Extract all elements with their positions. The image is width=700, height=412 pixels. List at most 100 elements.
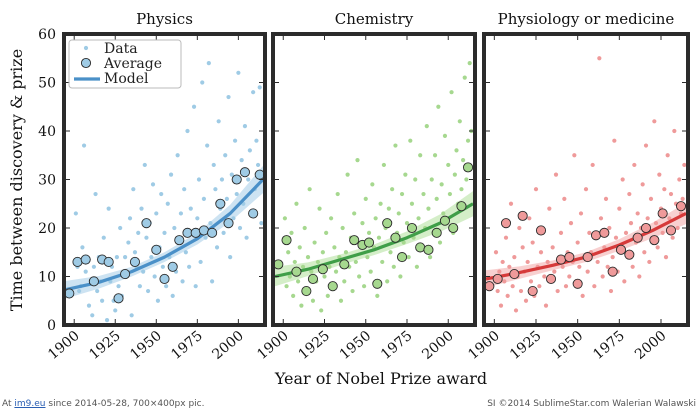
data-point (630, 264, 635, 269)
data-point (231, 216, 236, 221)
x-tick-label: 1925 (86, 328, 124, 363)
data-point (333, 269, 339, 274)
data-point (537, 284, 542, 289)
average-point (665, 225, 677, 236)
average-point (307, 273, 319, 284)
data-point (310, 298, 316, 303)
data-point (191, 104, 197, 109)
data-point (538, 250, 544, 255)
average-point (273, 259, 284, 270)
data-point (329, 216, 334, 221)
data-point (547, 206, 552, 211)
nobel-chart-figure: Time between discovery & prize Year of N… (7, 10, 690, 388)
data-point (168, 172, 174, 177)
data-point (523, 298, 529, 303)
footer-prefix: At (2, 399, 12, 409)
data-point (398, 274, 403, 279)
data-point (213, 187, 218, 192)
data-point (224, 196, 229, 201)
data-point (652, 119, 657, 124)
data-point (518, 288, 524, 294)
average-point (517, 210, 528, 221)
data-point (572, 153, 577, 158)
data-point (439, 182, 444, 187)
data-point (642, 250, 647, 255)
average-point (390, 232, 401, 243)
average-point (281, 235, 292, 246)
legend-average-swatch (80, 57, 92, 69)
panel-plot-area (64, 61, 265, 323)
footer-suffix: since 2014-05-28, 700×400px pic. (48, 399, 205, 409)
average-point (484, 281, 495, 292)
data-point (211, 162, 216, 168)
data-point (232, 138, 238, 143)
data-point (512, 255, 517, 260)
footer-site-link[interactable]: im9.eu (14, 399, 46, 409)
data-point (447, 191, 452, 197)
data-point (104, 318, 110, 323)
data-point (623, 230, 629, 235)
data-point (86, 303, 92, 308)
average-point (317, 264, 328, 275)
data-point (467, 61, 472, 66)
data-point (319, 308, 324, 313)
y-tick-label: 40 (38, 124, 56, 140)
data-point (590, 162, 595, 168)
average-point (675, 201, 687, 212)
x-tick-label: 1925 (507, 328, 545, 363)
data-point (160, 264, 165, 269)
data-point (510, 284, 515, 289)
data-point (428, 255, 433, 260)
data-point (503, 235, 509, 240)
data-point (123, 255, 128, 260)
data-point (605, 264, 610, 269)
x-tick-label: 1950 (337, 328, 375, 363)
data-point (259, 221, 264, 226)
average-point (64, 288, 75, 299)
data-point (203, 235, 208, 240)
data-point (302, 225, 307, 231)
data-point (255, 162, 261, 168)
data-point (421, 191, 426, 197)
data-point (254, 138, 259, 143)
data-point (600, 274, 605, 279)
average-point (492, 273, 503, 284)
data-point (637, 274, 642, 279)
data-point (533, 187, 539, 192)
data-point (436, 104, 441, 109)
data-point (449, 90, 454, 95)
average-point (190, 227, 201, 238)
data-point (608, 288, 614, 294)
data-point (188, 206, 193, 211)
y-tick-label: 30 (38, 173, 56, 189)
data-point (183, 250, 188, 255)
data-point (508, 201, 514, 206)
data-point (149, 255, 154, 260)
data-point (617, 206, 622, 211)
footer-copyright: SI ©2014 SublimeStar.com Walerian Walaws… (487, 399, 696, 409)
data-point (362, 284, 367, 289)
data-point (424, 124, 429, 129)
data-point (677, 177, 682, 182)
data-point (390, 187, 395, 192)
data-point (286, 250, 291, 255)
data-point (141, 269, 146, 274)
average-point (590, 230, 602, 241)
data-point (142, 162, 147, 168)
data-point (345, 172, 350, 177)
data-point (246, 177, 251, 182)
data-point (603, 196, 609, 201)
legend-model-label: Model (104, 71, 149, 87)
data-point (136, 230, 141, 235)
average-point (141, 218, 152, 229)
data-point (505, 293, 510, 298)
data-point (592, 284, 597, 289)
data-point (622, 279, 627, 284)
data-point (558, 230, 564, 235)
data-point (568, 221, 574, 226)
data-point (528, 279, 534, 284)
average-point (448, 222, 459, 234)
data-point (95, 288, 100, 294)
data-point (178, 211, 184, 216)
data-point (452, 172, 457, 177)
